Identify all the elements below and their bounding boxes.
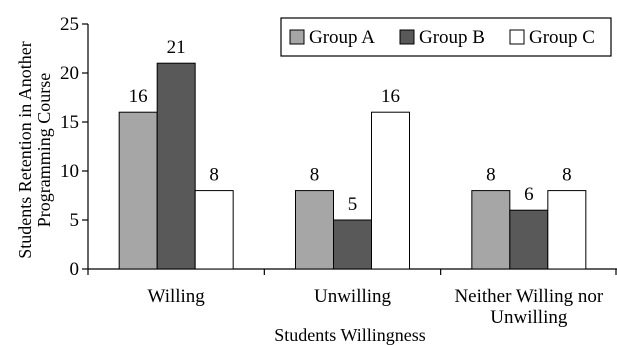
- data-label: 8: [562, 165, 572, 186]
- bars: [118, 62, 587, 270]
- legend: Group A Group B Group C: [280, 17, 612, 57]
- x-axis-title: Students Willingness: [274, 325, 425, 345]
- legend-box: [280, 17, 612, 57]
- x-tick-label: Neither Willing nor Unwilling: [454, 286, 603, 328]
- bar: [509, 209, 549, 270]
- x-axis: [87, 268, 617, 275]
- y-tick-label: 15: [60, 112, 79, 133]
- bar: [118, 111, 158, 270]
- y-axis: 0 5 10 15 20 25: [60, 14, 89, 280]
- data-label: 5: [348, 194, 358, 215]
- bar: [333, 219, 372, 270]
- y-axis-title-text: Students Retention in AnotherProgramming…: [15, 41, 54, 259]
- data-label: 8: [209, 165, 219, 186]
- legend-label: Group C: [529, 27, 595, 48]
- bar: [547, 190, 587, 270]
- category-labels: Willing Unwilling Neither Willing nor Unwil…: [148, 286, 604, 328]
- y-tick-label: 5: [70, 210, 80, 231]
- legend-swatch: [289, 29, 305, 45]
- y-tick-label: 10: [60, 161, 79, 182]
- bar: [295, 190, 334, 270]
- data-label: 21: [167, 37, 186, 58]
- legend-label: Group B: [419, 27, 485, 48]
- data-label: 6: [524, 184, 534, 205]
- x-tick-label: Willing: [148, 286, 206, 307]
- bar: [371, 111, 410, 270]
- bar: [194, 190, 234, 270]
- legend-label: Group A: [309, 27, 375, 48]
- y-axis-title: Students Retention in AnotherProgramming…: [15, 41, 54, 259]
- bar: [471, 190, 511, 270]
- x-tick-label: Unwilling: [314, 286, 392, 307]
- data-label: 8: [310, 165, 320, 186]
- y-tick-label: 20: [60, 63, 79, 84]
- legend-swatch: [399, 29, 415, 45]
- data-label: 16: [129, 86, 148, 107]
- y-tick-label: 25: [60, 14, 79, 35]
- data-label: 16: [381, 86, 400, 107]
- y-tick-label: 0: [70, 259, 80, 280]
- data-label: 8: [486, 165, 496, 186]
- legend-swatch: [509, 29, 525, 45]
- data-labels: 16 21 8 8 5 16 8 6 8: [129, 37, 572, 215]
- bar: [156, 62, 196, 270]
